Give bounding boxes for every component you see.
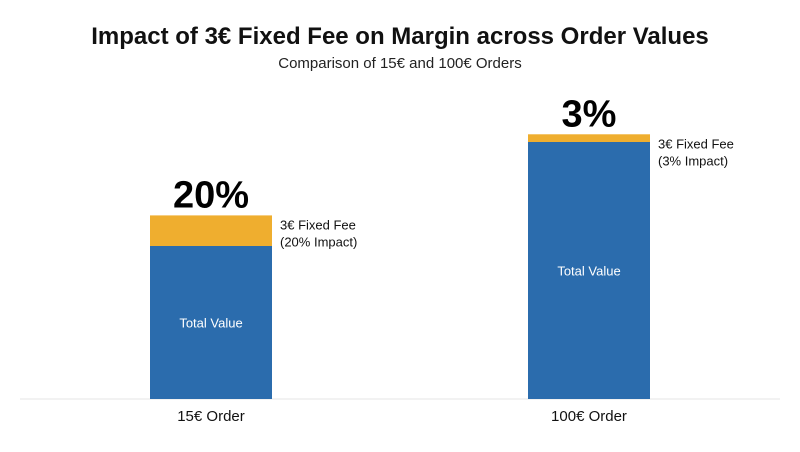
fee-annotation-line: 3€ Fixed Fee	[280, 217, 356, 232]
bar-fixed-fee-0	[150, 215, 272, 246]
fee-annotation-line: (3% Impact)	[658, 153, 728, 168]
fee-annotation-0: 3€ Fixed Fee (20% Impact)	[280, 217, 357, 249]
impact-label-0: 20%	[173, 174, 249, 216]
x-tick-label-1: 100€ Order	[551, 408, 627, 425]
x-tick-label-0: 15€ Order	[177, 408, 245, 425]
chart-title: Impact of 3€ Fixed Fee on Margin across …	[91, 23, 709, 50]
bar-total-value-0	[150, 246, 272, 399]
bar-inside-label-1: Total Value	[557, 264, 620, 279]
bar-fixed-fee-1	[528, 134, 650, 142]
chart-subtitle: Comparison of 15€ and 100€ Orders	[278, 55, 521, 72]
bar-total-value-1	[528, 142, 650, 399]
bars-layer: Total Value 20% 3€ Fixed Fee (20% Impact) 15…	[150, 93, 734, 425]
bar-inside-label-0: Total Value	[179, 316, 242, 331]
impact-label-1: 3%	[562, 93, 617, 135]
fee-annotation-1: 3€ Fixed Fee (3% Impact)	[658, 136, 734, 168]
fee-annotation-line: (20% Impact)	[280, 234, 357, 249]
fee-annotation-line: 3€ Fixed Fee	[658, 136, 734, 151]
